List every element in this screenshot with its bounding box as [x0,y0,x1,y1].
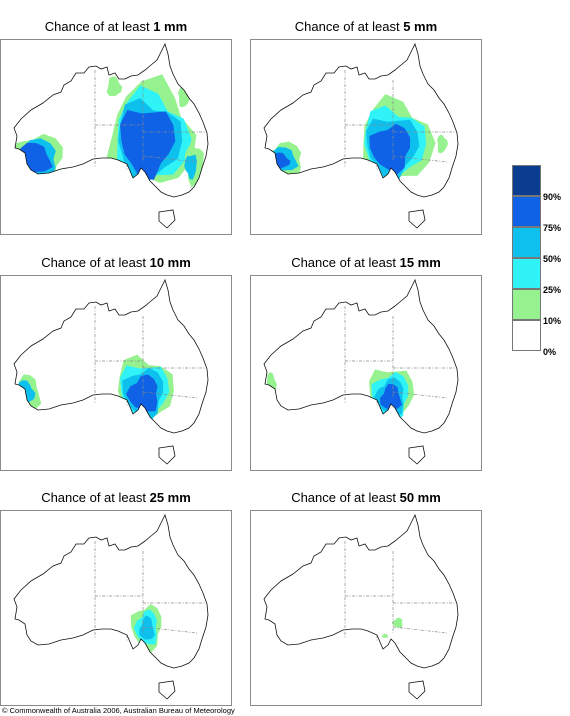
legend-tick: 90% [543,192,562,202]
australia-map [250,510,482,706]
state-border [142,155,198,163]
coastline [13,513,209,669]
coastline [263,513,459,669]
tasmania [408,680,426,700]
probability-area [380,383,402,410]
mainland [264,280,458,433]
coastline [13,42,209,198]
coastline [263,42,459,198]
map-svg [263,278,459,465]
mainland [264,44,458,197]
probability-area [120,110,176,180]
coastline [263,278,459,434]
panel-title: Chance of at least 5 mm [294,19,438,34]
tasmania [408,209,426,229]
probability-area [437,134,448,154]
legend-swatch [512,289,541,320]
australia-map [0,39,232,235]
legend-tick: 0% [543,347,557,357]
tasmania [158,209,176,229]
tasmania [158,445,176,465]
state-border [392,626,448,634]
map-svg [13,513,209,700]
legend-swatch [512,165,541,196]
probability-shading [14,74,204,189]
probability-legend: 90% 75% 50% 25% 10% 0% [512,165,570,357]
state-border [142,626,198,634]
australia-map [250,275,482,471]
probability-area [106,76,123,97]
map-svg [13,278,209,465]
legend-tick: 50% [543,254,562,264]
mainland [264,515,458,668]
legend-tick: 10% [543,316,562,326]
legend-swatch [512,320,541,351]
mainland [14,515,208,668]
map-svg [263,42,459,229]
panel-title: Chance of at least 25 mm [41,490,191,505]
state-border [392,155,448,163]
panel-title: Chance of at least 10 mm [41,255,191,270]
state-border [142,391,198,399]
probability-shading [381,617,403,638]
panel-title: Chance of at least 50 mm [291,490,441,505]
probability-area [392,617,403,628]
coastline [13,278,209,434]
australia-map [0,275,232,471]
probability-area [369,123,411,175]
tasmania [408,445,426,465]
copyright-notice: © Commonwealth of Australia 2006, Austra… [2,706,235,715]
legend-swatch [512,196,541,227]
legend-swatch [512,227,541,258]
probability-area [126,374,158,412]
map-svg [13,42,209,229]
map-svg [263,513,459,700]
australia-map [0,510,232,706]
australia-map [250,39,482,235]
panel-title: Chance of at least 1 mm [44,19,188,34]
legend-tick: 25% [543,285,562,295]
legend-tick: 75% [543,223,562,233]
panel-title: Chance of at least 15 mm [291,255,441,270]
legend-swatch [512,258,541,289]
state-border [392,391,448,399]
probability-shading [264,94,448,187]
mainland [14,280,208,433]
tasmania [158,680,176,700]
probability-area [381,633,389,638]
